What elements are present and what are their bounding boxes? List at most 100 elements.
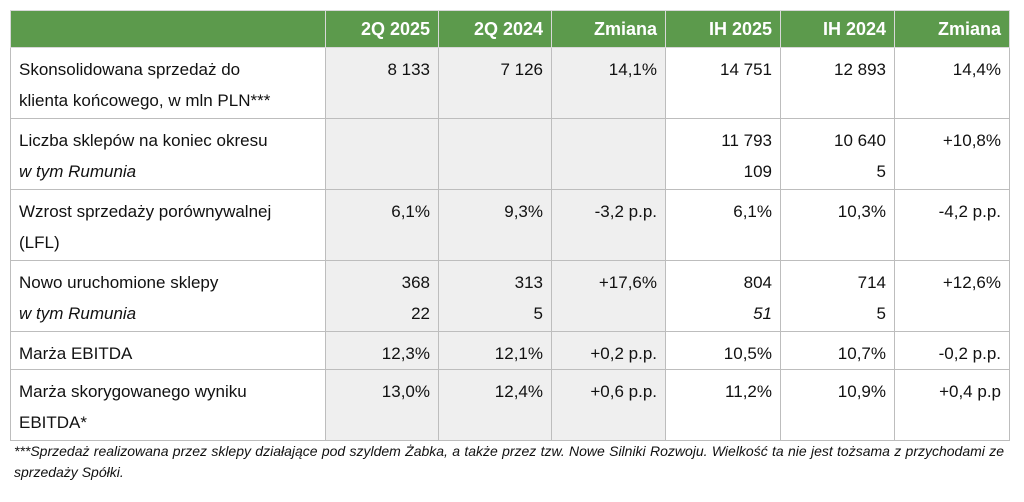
cell-value: 6,1% — [733, 202, 772, 221]
value-cell: +0,2 p.p. — [551, 331, 666, 370]
value-cell: 7 126 — [438, 47, 552, 119]
value-cell: 10,5% — [665, 331, 781, 370]
cell-value: 12 893 — [834, 60, 886, 79]
cell-value: +10,8% — [942, 131, 1001, 150]
table-row: Nowo uruchomione sklepy w tym Rumunia 36… — [10, 260, 1010, 332]
row-label: klienta końcowego, w mln PLN*** — [19, 91, 271, 110]
cell-value: 14 751 — [720, 60, 772, 79]
row-label-cell: Marża EBITDA — [10, 331, 326, 370]
cell-value: 10,5% — [723, 344, 772, 363]
header-cell-label — [10, 10, 326, 48]
value-cell: 11,2% — [665, 369, 781, 441]
cell-value: 10,3% — [837, 202, 886, 221]
value-cell: 10 640 5 — [780, 118, 895, 190]
cell-value: 11,2% — [725, 382, 772, 401]
value-cell: 368 22 — [325, 260, 439, 332]
table-row: Wzrost sprzedaży porównywalnej (LFL) 6,1… — [10, 189, 1010, 261]
value-cell: 313 5 — [438, 260, 552, 332]
value-cell: 14,1% — [551, 47, 666, 119]
cell-subvalue: 22 — [411, 304, 430, 323]
value-cell: 10,3% — [780, 189, 895, 261]
value-cell: 6,1% — [325, 189, 439, 261]
value-cell: +0,6 p.p. — [551, 369, 666, 441]
cell-subvalue: 109 — [743, 162, 772, 181]
cell-value: 8 133 — [387, 60, 430, 79]
row-label: Skonsolidowana sprzedaż do — [19, 60, 241, 79]
cell-value: 10,9% — [837, 382, 886, 401]
value-cell: 10,9% — [780, 369, 895, 441]
value-cell: +0,4 p.p — [894, 369, 1010, 441]
value-cell: 9,3% — [438, 189, 552, 261]
value-cell: +10,8% — [894, 118, 1010, 190]
value-cell — [325, 118, 439, 190]
cell-value: 368 — [401, 273, 430, 292]
row-label: Wzrost sprzedaży porównywalnej — [19, 202, 272, 221]
value-cell: -4,2 p.p. — [894, 189, 1010, 261]
value-cell: 12 893 — [780, 47, 895, 119]
value-cell: -3,2 p.p. — [551, 189, 666, 261]
cell-value: 6,1% — [391, 202, 430, 221]
value-cell: -0,2 p.p. — [894, 331, 1010, 370]
value-cell: 12,4% — [438, 369, 552, 441]
header-cell-ih2025: IH 2025 — [665, 10, 781, 48]
header-row: 2Q 2025 2Q 2024 Zmiana IH 2025 IH 2024 Z… — [10, 10, 1010, 48]
footnote: ***Sprzedaż realizowana przez sklepy dzi… — [14, 443, 1004, 480]
value-cell: 714 5 — [780, 260, 895, 332]
cell-value: 13,0% — [381, 382, 430, 401]
row-sublabel: w tym Rumunia — [19, 304, 137, 323]
value-cell: 13,0% — [325, 369, 439, 441]
table-row: Skonsolidowana sprzedaż do klienta końco… — [10, 47, 1010, 119]
cell-value: 11 793 — [721, 131, 772, 150]
cell-value: +0,6 p.p. — [590, 382, 657, 401]
cell-value: 7 126 — [500, 60, 543, 79]
value-cell: 804 51 — [665, 260, 781, 332]
cell-subvalue: 51 — [753, 304, 772, 323]
cell-value: 14,4% — [952, 60, 1001, 79]
value-cell: 14 751 — [665, 47, 781, 119]
cell-value: 10 640 — [834, 131, 886, 150]
cell-value: 313 — [514, 273, 543, 292]
row-label: Marża EBITDA — [19, 344, 133, 363]
header-cell-change-quarter: Zmiana — [551, 10, 666, 48]
cell-value: -3,2 p.p. — [594, 202, 657, 221]
cell-value: 12,1% — [494, 344, 543, 363]
value-cell — [438, 118, 552, 190]
cell-value: 12,3% — [381, 344, 430, 363]
row-label-cell: Marża skorygowanego wyniku EBITDA* — [10, 369, 326, 441]
value-cell: 6,1% — [665, 189, 781, 261]
header-cell-change-halfyear: Zmiana — [894, 10, 1010, 48]
row-sublabel: w tym Rumunia — [19, 162, 137, 181]
value-cell: 12,3% — [325, 331, 439, 370]
cell-value: +0,2 p.p. — [590, 344, 657, 363]
cell-subvalue: 5 — [876, 162, 886, 181]
header-cell-ih2024: IH 2024 — [780, 10, 895, 48]
cell-value: 9,3% — [504, 202, 543, 221]
cell-subvalue: 5 — [876, 304, 886, 323]
cell-value: 14,1% — [608, 60, 657, 79]
value-cell: 12,1% — [438, 331, 552, 370]
row-label-cell: Wzrost sprzedaży porównywalnej (LFL) — [10, 189, 326, 261]
cell-value: 12,4% — [494, 382, 543, 401]
value-cell: 8 133 — [325, 47, 439, 119]
cell-value: 10,7% — [837, 344, 886, 363]
cell-value: 804 — [743, 273, 772, 292]
value-cell — [551, 118, 666, 190]
row-label: EBITDA* — [19, 413, 88, 432]
results-table: 2Q 2025 2Q 2024 Zmiana IH 2025 IH 2024 Z… — [10, 10, 1010, 441]
cell-value: -0,2 p.p. — [938, 344, 1001, 363]
row-label: Marża skorygowanego wyniku — [19, 382, 247, 401]
row-label-cell: Liczba sklepów na koniec okresu w tym Ru… — [10, 118, 326, 190]
value-cell: 14,4% — [894, 47, 1010, 119]
value-cell: 10,7% — [780, 331, 895, 370]
value-cell: 11 793 109 — [665, 118, 781, 190]
header-cell-2q2025: 2Q 2025 — [325, 10, 439, 48]
table-row: Marża EBITDA 12,3% 12,1% +0,2 p.p. 10,5%… — [10, 331, 1010, 370]
row-label: (LFL) — [19, 233, 60, 252]
cell-value: 714 — [857, 273, 886, 292]
cell-value: -4,2 p.p. — [938, 202, 1001, 221]
cell-subvalue: 5 — [533, 304, 543, 323]
cell-value: +17,6% — [598, 273, 657, 292]
row-label: Liczba sklepów na koniec okresu — [19, 131, 268, 150]
table-row: Liczba sklepów na koniec okresu w tym Ru… — [10, 118, 1010, 190]
row-label-cell: Nowo uruchomione sklepy w tym Rumunia — [10, 260, 326, 332]
